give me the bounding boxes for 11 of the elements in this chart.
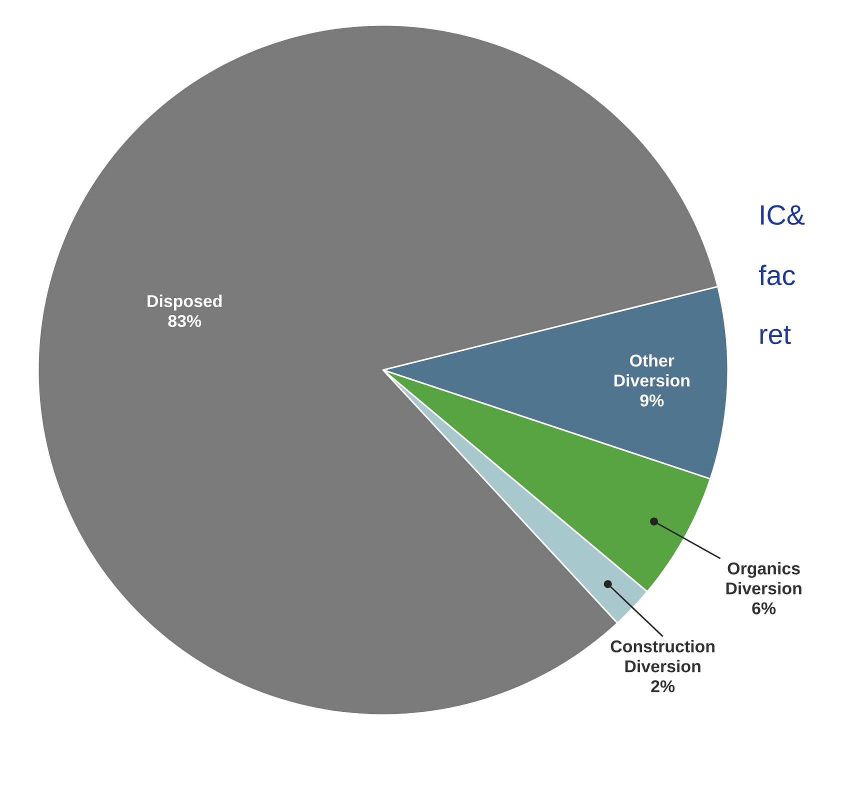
data-label: 2% — [651, 680, 675, 692]
slice-label: Other Diversion — [614, 354, 690, 387]
text: IC& — [761, 205, 805, 225]
data-label: 83% — [168, 315, 202, 328]
text: fac — [758, 264, 795, 286]
slice-label: Construction Diversion — [610, 640, 714, 672]
data-label: 6% — [752, 602, 776, 614]
text: ret — [760, 326, 791, 344]
slice-label: Organics Diversion — [726, 562, 802, 594]
slice-label: Disposed — [148, 294, 222, 310]
data-label: 9% — [640, 394, 664, 406]
